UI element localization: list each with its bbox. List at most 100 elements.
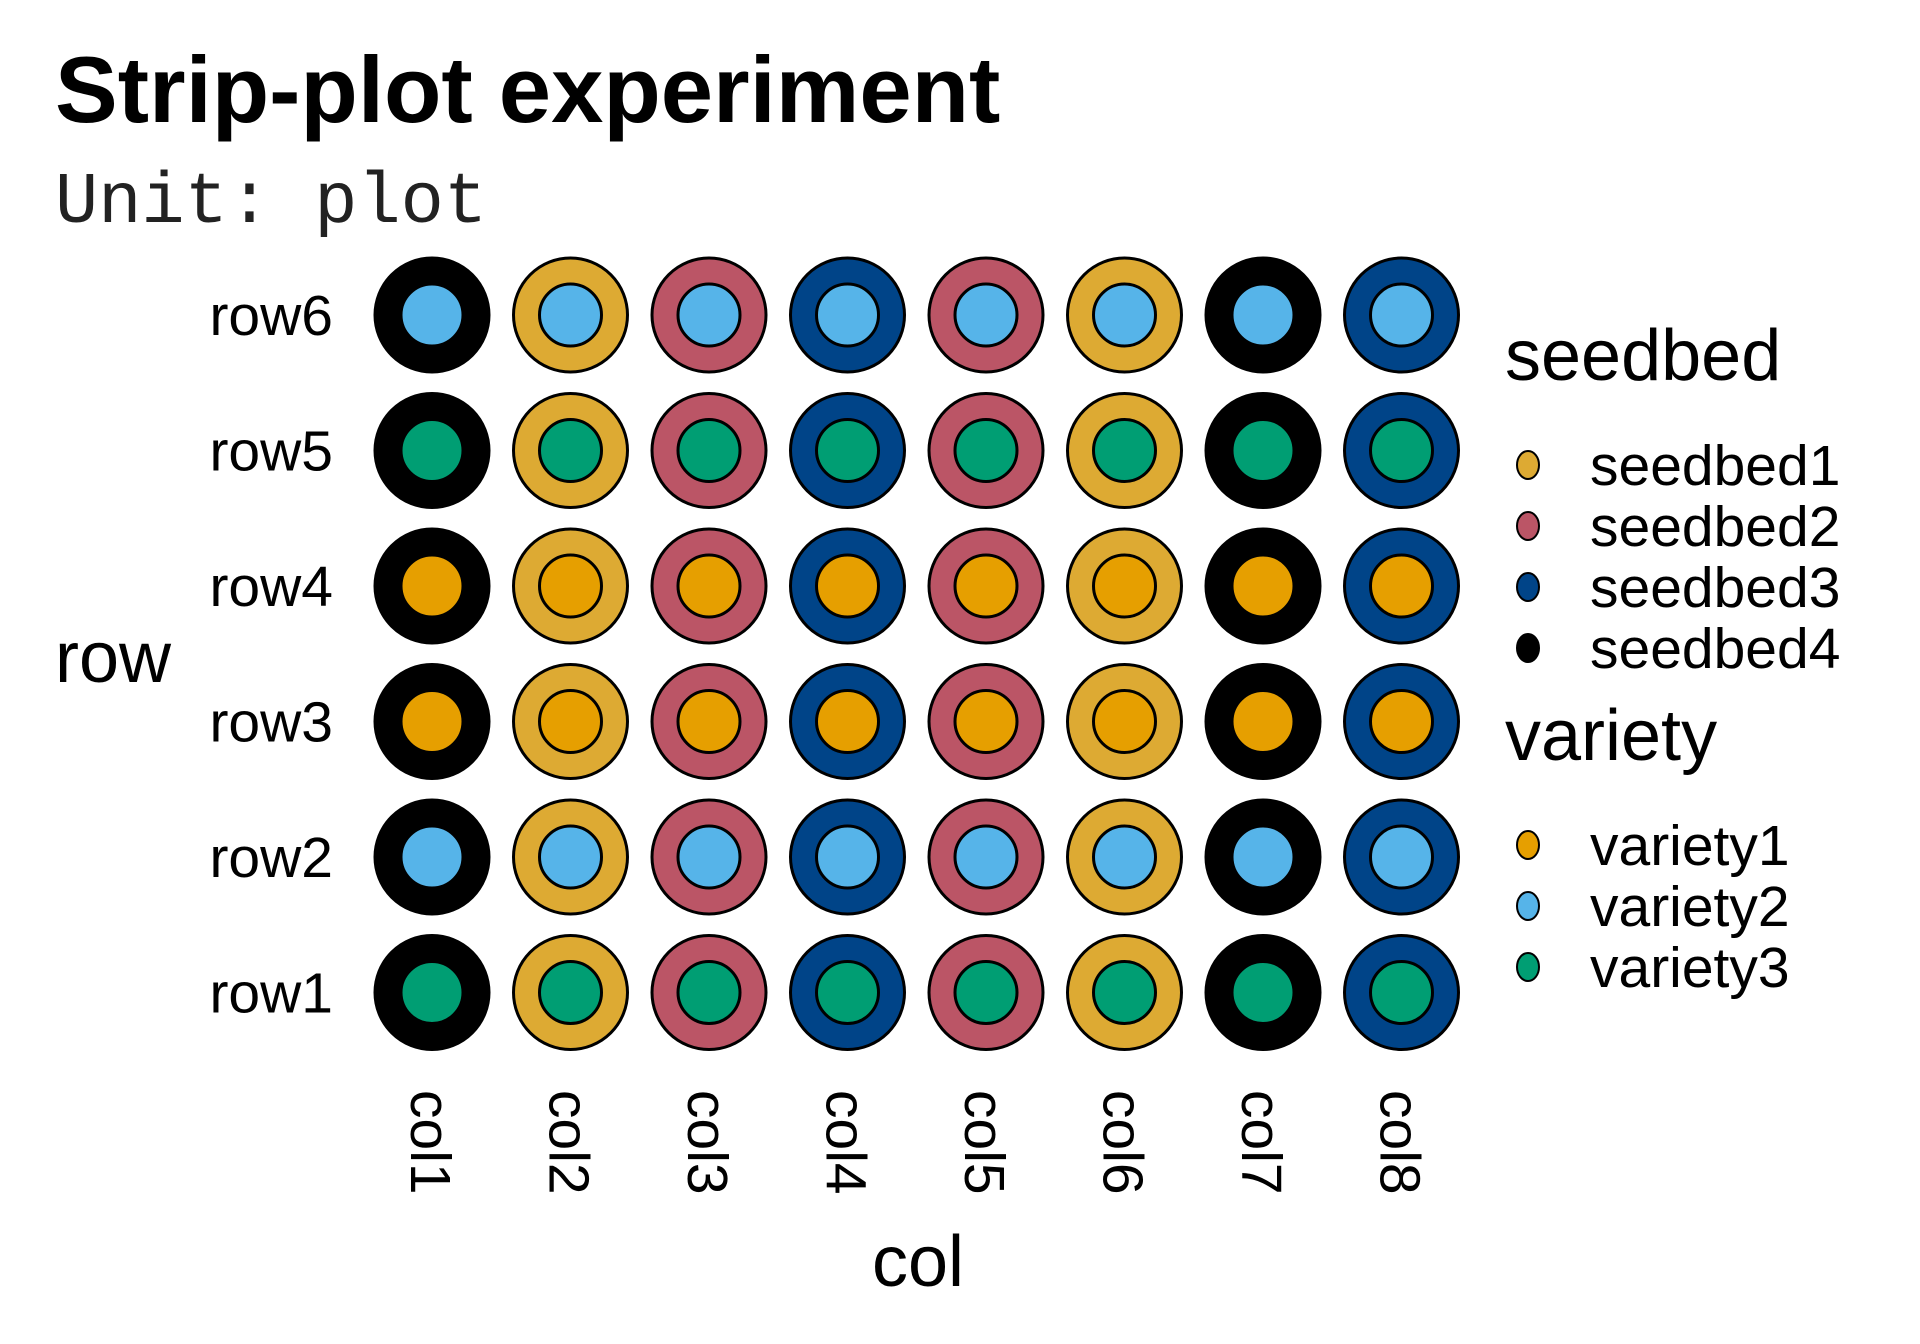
plot-cell-row1-col5 (927, 934, 1045, 1051)
variety-point (1230, 689, 1296, 754)
plot-cell-row2-col3 (650, 798, 768, 916)
variety-point (1369, 824, 1434, 890)
x-tick-label: col7 (1229, 1090, 1293, 1195)
plot-cell-row4-col8 (1343, 527, 1460, 645)
variety-point (815, 960, 880, 1025)
variety-point (538, 418, 603, 483)
plot-cell-row5-col4 (789, 392, 906, 509)
plot-cell-row5-col8 (1343, 392, 1460, 509)
y-tick-label: row2 (209, 826, 333, 890)
variety-point (1230, 418, 1296, 483)
plot-cell-row1-col4 (789, 934, 906, 1051)
variety-point (399, 689, 465, 754)
plot-cell-row5-col2 (512, 392, 629, 509)
plot-cell-row4-col1 (373, 527, 491, 645)
plot-cell-row3-col7 (1204, 663, 1322, 780)
plot-cell-row1-col1 (373, 934, 491, 1051)
legend-key (1516, 572, 1540, 602)
x-tick-label: col6 (1091, 1090, 1155, 1195)
variety-point (953, 553, 1019, 619)
y-tick-label: row4 (209, 555, 333, 619)
plot-cell-row2-col1 (373, 798, 491, 916)
plot-cell-row5-col5 (927, 392, 1045, 509)
x-tick-label: col3 (675, 1090, 739, 1195)
y-tick-label: row6 (209, 284, 333, 348)
plot-panel (373, 256, 1460, 1051)
variety-point (815, 689, 880, 754)
plot-cell-row2-col4 (789, 798, 906, 916)
legend-label: seedbed1 (1590, 434, 1840, 498)
variety-point (538, 824, 603, 890)
legend-item-seedbed1: seedbed1 (1516, 434, 1840, 498)
variety-point (676, 960, 742, 1025)
legend-key (1516, 830, 1540, 860)
variety-point (953, 960, 1019, 1025)
legend-key (1516, 891, 1540, 921)
variety-point (953, 418, 1019, 483)
variety-point (953, 689, 1019, 754)
plot-cell-row2-col6 (1066, 798, 1183, 916)
x-axis-ticks: col1 col2 col3 col4 col5 col6 col7 col8 (398, 1090, 1432, 1195)
y-axis-ticks: row1 row2 row3 row4 row5 row6 (209, 284, 333, 1026)
plot-cell-row6-col5 (927, 256, 1045, 374)
variety-point (399, 960, 465, 1025)
plot-cell-row6-col1 (373, 256, 491, 374)
variety-point (538, 282, 603, 348)
variety-point (676, 824, 742, 890)
legend-key (1516, 511, 1540, 541)
plot-cell-row3-col5 (927, 663, 1045, 780)
plot-cell-row5-col1 (373, 392, 491, 509)
variety-point (815, 418, 880, 483)
plot-cell-row3-col4 (789, 663, 906, 780)
variety-point (953, 824, 1019, 890)
legend-item-variety3: variety3 (1516, 936, 1790, 1000)
plot-cell-row5-col6 (1066, 392, 1183, 509)
variety-point (815, 282, 880, 348)
variety-point (538, 689, 603, 754)
y-tick-label: row1 (209, 962, 333, 1026)
variety-point (1092, 824, 1157, 890)
variety-point (399, 282, 465, 348)
legend-label: seedbed2 (1590, 495, 1840, 559)
legend-item-variety2: variety2 (1516, 875, 1790, 939)
plot-cell-row2-col2 (512, 798, 629, 916)
variety-point (538, 553, 603, 619)
x-axis-title: col (872, 1222, 964, 1302)
plot-cell-row3-col1 (373, 663, 491, 780)
plot-cell-row5-col3 (650, 392, 768, 509)
variety-point (1230, 824, 1296, 890)
legend-label: seedbed4 (1590, 617, 1840, 681)
legend-title: seedbed (1505, 316, 1781, 396)
plot-cell-row3-col3 (650, 663, 768, 780)
plot-cell-row6-col2 (512, 256, 629, 374)
x-tick-label: col8 (1368, 1090, 1432, 1195)
legend-item-seedbed3: seedbed3 (1516, 556, 1840, 620)
x-tick-label: col2 (537, 1090, 601, 1195)
plot-cell-row1-col8 (1343, 934, 1460, 1051)
variety-point (1092, 553, 1157, 619)
plot-cell-row4-col3 (650, 527, 768, 645)
plot-cell-row4-col2 (512, 527, 629, 645)
variety-point (399, 553, 465, 619)
variety-point (1369, 418, 1434, 483)
plot-cell-row6-col6 (1066, 256, 1183, 374)
legend-key (1516, 633, 1540, 663)
variety-point (1230, 960, 1296, 1025)
variety-point (1369, 689, 1434, 754)
plot-cell-row3-col2 (512, 663, 629, 780)
plot-cell-row5-col7 (1204, 392, 1322, 509)
x-tick-label: col1 (398, 1090, 462, 1195)
x-tick-label: col4 (814, 1090, 878, 1195)
variety-point (676, 553, 742, 619)
variety-point (1092, 689, 1157, 754)
y-axis-title: row (55, 618, 172, 698)
plot-cell-row6-col7 (1204, 256, 1322, 374)
variety-point (1092, 282, 1157, 348)
chart-title: Strip-plot experiment (55, 37, 1000, 142)
variety-point (1230, 553, 1296, 619)
variety-point (1092, 418, 1157, 483)
variety-point (538, 960, 603, 1025)
